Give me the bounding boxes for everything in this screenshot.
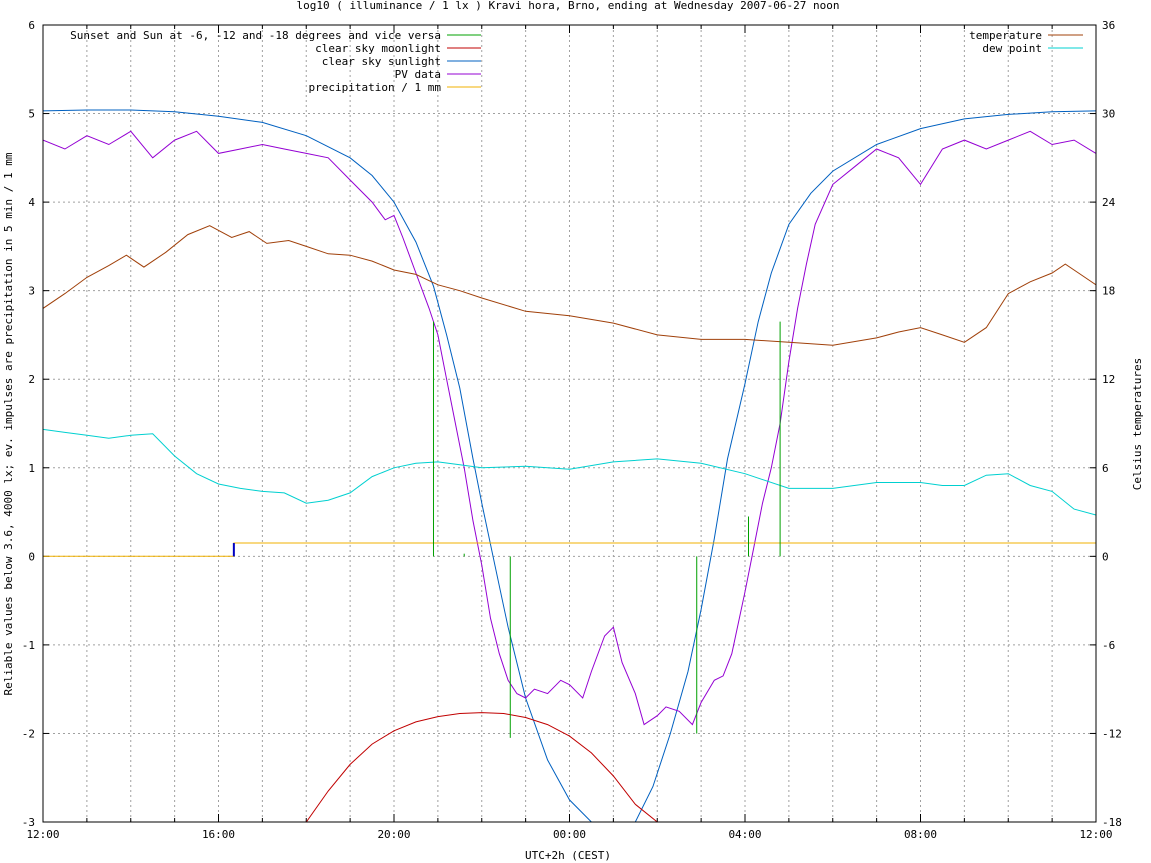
legend-label: dew point — [982, 42, 1042, 55]
legend-label: clear sky moonlight — [315, 42, 441, 55]
y-tick-label: 6 — [28, 19, 35, 32]
legend-label: temperature — [969, 29, 1042, 42]
x-axis-label: UTC+2h (CEST) — [525, 849, 611, 862]
series-precipitation-1-mm — [43, 542, 1096, 557]
y2-tick-label: -18 — [1102, 816, 1122, 829]
series-dew-point — [43, 428, 1096, 516]
y2-tick-label: 30 — [1102, 108, 1115, 121]
y-tick-label: 4 — [28, 196, 35, 209]
plot-area — [43, 109, 1096, 822]
y2-tick-label: 36 — [1102, 19, 1115, 32]
x-tick-label: 20:00 — [377, 828, 410, 841]
x-tick-label: 16:00 — [202, 828, 235, 841]
chart-title: log10 ( illuminance / 1 lx ) Kravi hora,… — [296, 0, 839, 12]
y-tick-label: 1 — [28, 462, 35, 475]
y-tick-label: 3 — [28, 285, 35, 298]
y2-tick-label: 12 — [1102, 373, 1115, 386]
y-tick-label: 2 — [28, 373, 35, 386]
y-axis-label: Reliable values below 3.6, 4000 lx; ev. … — [2, 152, 15, 695]
legend-label: Sunset and Sun at -6, -12 and -18 degree… — [70, 29, 441, 42]
legend-label: clear sky sunlight — [322, 55, 441, 68]
x-tick-label: 08:00 — [904, 828, 937, 841]
y2-tick-label: 0 — [1102, 550, 1109, 563]
legend-left: Sunset and Sun at -6, -12 and -18 degree… — [70, 29, 481, 94]
y2-axis-label: Celsius temperatures — [1131, 358, 1144, 490]
y-tick-label: 0 — [28, 550, 35, 563]
grid — [43, 25, 1096, 822]
series-clear-sky-moonlight — [305, 712, 658, 822]
y2-tick-label: -6 — [1102, 639, 1115, 652]
y2-tick-label: -12 — [1102, 727, 1122, 740]
legend-label: precipitation / 1 mm — [309, 81, 442, 94]
plot-border — [42, 24, 1097, 823]
y-tick-label: 5 — [28, 108, 35, 121]
y-tick-label: -3 — [22, 816, 35, 829]
y2-tick-label: 24 — [1102, 196, 1116, 209]
y2-tick-label: 18 — [1102, 285, 1115, 298]
x-tick-label: 12:00 — [26, 828, 59, 841]
x-tick-label: 12:00 — [1079, 828, 1112, 841]
y2-tick-label: 6 — [1102, 462, 1109, 475]
series-temperature — [43, 225, 1096, 346]
y-tick-label: -2 — [22, 727, 35, 740]
x-tick-label: 04:00 — [728, 828, 761, 841]
x-tick-label: 00:00 — [553, 828, 586, 841]
legend-label: PV data — [395, 68, 441, 81]
series-pv-data — [43, 130, 1096, 726]
y-tick-label: -1 — [22, 639, 35, 652]
series-clear-sky-sunlight — [43, 109, 1096, 822]
